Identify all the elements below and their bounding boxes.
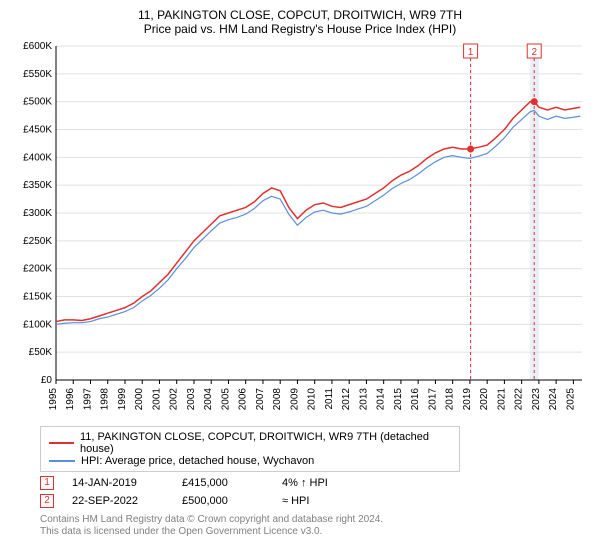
svg-text:2023: 2023 (531, 388, 542, 411)
footer-line-2: This data is licensed under the Open Gov… (40, 526, 588, 538)
marker-date-2: 22-SEP-2022 (72, 495, 182, 507)
legend-swatch-2 (49, 460, 75, 462)
svg-text:2000: 2000 (134, 388, 145, 411)
svg-text:£350K: £350K (23, 180, 52, 191)
svg-text:2025: 2025 (565, 388, 576, 411)
legend-label-2: HPI: Average price, detached house, Wych… (81, 455, 314, 467)
legend-swatch-1 (49, 442, 74, 444)
legend-box: 11, PAKINGTON CLOSE, COPCUT, DROITWICH, … (40, 426, 460, 472)
svg-text:2003: 2003 (186, 388, 197, 411)
marker-row-1: 1 14-JAN-2019 £415,000 4% ↑ HPI (40, 476, 588, 490)
chart-container: 11, PAKINGTON CLOSE, COPCUT, DROITWICH, … (0, 0, 600, 560)
svg-text:2024: 2024 (548, 388, 559, 411)
legend-row-series1: 11, PAKINGTON CLOSE, COPCUT, DROITWICH, … (49, 431, 451, 455)
marker-delta-1: 4% ↑ HPI (282, 477, 372, 489)
marker-price-1: £415,000 (182, 477, 282, 489)
svg-text:£450K: £450K (23, 125, 52, 136)
title-line-1: 11, PAKINGTON CLOSE, COPCUT, DROITWICH, … (12, 8, 588, 22)
svg-text:2014: 2014 (376, 388, 387, 411)
svg-text:1: 1 (468, 47, 474, 58)
marker-badge-1: 1 (40, 476, 54, 490)
legend-row-series2: HPI: Average price, detached house, Wych… (49, 455, 451, 467)
svg-text:£0: £0 (41, 375, 53, 386)
chart-area: £0 £50K £100K £150K £200K £250K £300K £350K £400… (12, 40, 588, 420)
svg-text:1996: 1996 (65, 388, 76, 411)
svg-text:£50K: £50K (29, 347, 53, 358)
svg-text:2022: 2022 (514, 388, 525, 411)
svg-text:£300K: £300K (23, 208, 52, 219)
svg-text:2021: 2021 (496, 388, 507, 411)
marker-row-2: 2 22-SEP-2022 £500,000 ≈ HPI (40, 494, 588, 508)
svg-text:£250K: £250K (23, 236, 52, 247)
svg-text:£500K: £500K (23, 97, 52, 108)
title-block: 11, PAKINGTON CLOSE, COPCUT, DROITWICH, … (12, 8, 588, 36)
svg-text:2020: 2020 (479, 388, 490, 411)
svg-text:2009: 2009 (289, 388, 300, 411)
svg-text:2008: 2008 (272, 388, 283, 411)
line-chart: £0 £50K £100K £150K £200K £250K £300K £350K £400… (12, 40, 588, 420)
marker-price-2: £500,000 (182, 495, 282, 507)
svg-text:£200K: £200K (23, 264, 52, 275)
svg-text:2019: 2019 (462, 388, 473, 411)
svg-text:2016: 2016 (410, 388, 421, 411)
svg-text:2017: 2017 (427, 388, 438, 411)
svg-text:2002: 2002 (169, 388, 180, 411)
marker-date-1: 14-JAN-2019 (72, 477, 182, 489)
svg-text:2001: 2001 (151, 388, 162, 411)
marker-table: 1 14-JAN-2019 £415,000 4% ↑ HPI 2 22-SEP… (40, 476, 588, 508)
svg-text:2012: 2012 (341, 388, 352, 411)
legend-label-1: 11, PAKINGTON CLOSE, COPCUT, DROITWICH, … (80, 431, 451, 455)
svg-text:2010: 2010 (307, 388, 318, 411)
svg-text:2013: 2013 (358, 388, 369, 411)
svg-text:£550K: £550K (23, 69, 52, 80)
svg-text:2015: 2015 (393, 388, 404, 411)
footer-line-1: Contains HM Land Registry data © Crown c… (40, 514, 588, 526)
svg-text:£400K: £400K (23, 152, 52, 163)
marker-badge-2: 2 (40, 494, 54, 508)
svg-text:2011: 2011 (324, 388, 335, 410)
svg-text:1995: 1995 (48, 388, 59, 411)
title-line-2: Price paid vs. HM Land Registry's House … (12, 22, 588, 36)
svg-text:2005: 2005 (220, 388, 231, 411)
svg-text:2018: 2018 (445, 388, 456, 411)
svg-text:2: 2 (531, 47, 537, 58)
svg-text:2006: 2006 (238, 388, 249, 411)
svg-text:2007: 2007 (255, 388, 266, 411)
marker-delta-2: ≈ HPI (282, 495, 372, 507)
svg-text:£150K: £150K (23, 292, 52, 303)
footer: Contains HM Land Registry data © Crown c… (40, 514, 588, 538)
svg-text:£600K: £600K (23, 41, 52, 52)
svg-text:1998: 1998 (100, 388, 111, 411)
svg-text:1997: 1997 (82, 388, 93, 411)
svg-text:1999: 1999 (117, 388, 128, 411)
svg-text:£100K: £100K (23, 319, 52, 330)
svg-text:2004: 2004 (203, 388, 214, 411)
